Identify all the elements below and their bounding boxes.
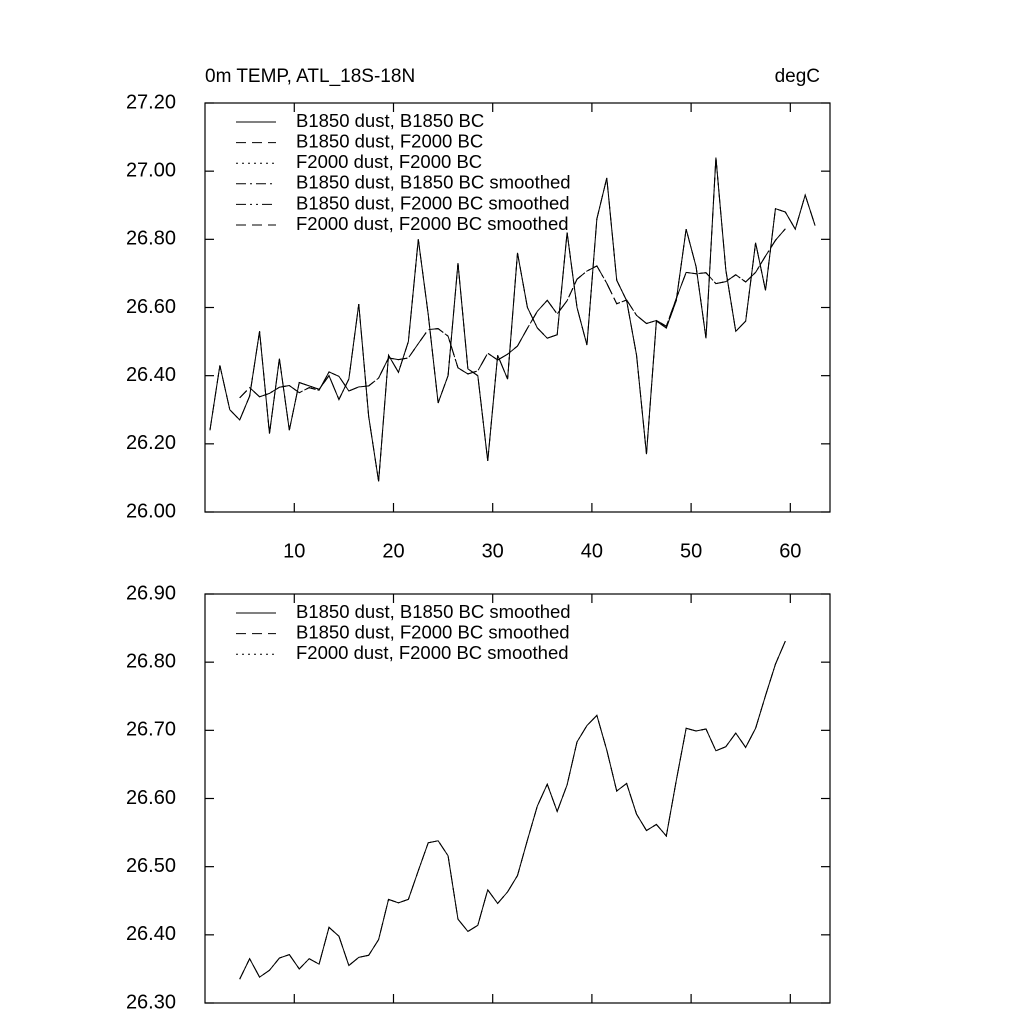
x-tick-label: 50 bbox=[680, 540, 702, 562]
series-line bbox=[239, 640, 786, 980]
y-tick-label: 26.00 bbox=[126, 500, 176, 522]
chart-title: 0m TEMP, ATL_18S-18N bbox=[205, 66, 415, 87]
legend-label: F2000 dust, F2000 BC smoothed bbox=[296, 642, 569, 663]
legend-label: B1850 dust, F2000 BC smoothed bbox=[296, 621, 570, 642]
legend-label: F2000 dust, F2000 BC bbox=[296, 151, 482, 172]
series-line bbox=[239, 640, 786, 980]
legend-label: B1850 dust, B1850 BC smoothed bbox=[296, 172, 571, 193]
series-line bbox=[239, 640, 786, 980]
x-tick-label: 40 bbox=[581, 540, 603, 562]
series-line bbox=[239, 228, 786, 399]
y-tick-label: 27.00 bbox=[126, 159, 176, 181]
y-tick-label: 26.60 bbox=[126, 787, 176, 809]
y-tick-label: 26.20 bbox=[126, 432, 176, 454]
series-line bbox=[209, 157, 816, 482]
legend-label: B1850 dust, F2000 BC smoothed bbox=[296, 192, 570, 213]
y-tick-label: 26.30 bbox=[126, 991, 176, 1013]
y-tick-label: 26.40 bbox=[126, 923, 176, 945]
units-label: degC bbox=[775, 66, 820, 87]
y-tick-label: 26.40 bbox=[126, 364, 176, 386]
legend-label: B1850 dust, B1850 BC bbox=[296, 110, 484, 131]
y-tick-label: 26.80 bbox=[126, 228, 176, 250]
y-tick-label: 26.60 bbox=[126, 296, 176, 318]
y-tick-label: 26.70 bbox=[126, 719, 176, 741]
legend-label: B1850 dust, B1850 BC smoothed bbox=[296, 601, 571, 622]
y-tick-label: 26.50 bbox=[126, 855, 176, 877]
x-tick-label: 30 bbox=[482, 540, 504, 562]
legend-label: F2000 dust, F2000 BC smoothed bbox=[296, 213, 569, 234]
y-tick-label: 27.20 bbox=[126, 91, 176, 113]
legend-label: B1850 dust, F2000 BC bbox=[296, 130, 483, 151]
x-tick-label: 60 bbox=[779, 540, 801, 562]
y-tick-label: 26.80 bbox=[126, 650, 176, 672]
y-tick-label: 26.90 bbox=[126, 582, 176, 604]
x-tick-label: 20 bbox=[382, 540, 404, 562]
x-tick-label: 10 bbox=[283, 540, 305, 562]
